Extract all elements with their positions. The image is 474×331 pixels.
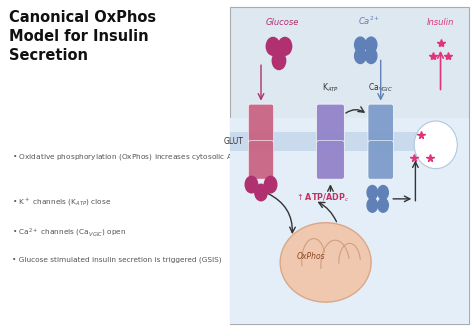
- FancyBboxPatch shape: [368, 104, 393, 143]
- Text: Glucose: Glucose: [266, 18, 299, 27]
- Text: Canonical OxPhos
Model for Insulin
Secretion: Canonical OxPhos Model for Insulin Secre…: [9, 10, 156, 63]
- FancyBboxPatch shape: [368, 141, 393, 179]
- FancyBboxPatch shape: [230, 7, 469, 324]
- Circle shape: [355, 48, 366, 64]
- Circle shape: [245, 176, 258, 193]
- Text: • Glucose stimulated insulin secretion is triggered (GSIS): • Glucose stimulated insulin secretion i…: [12, 257, 221, 263]
- FancyBboxPatch shape: [317, 104, 344, 143]
- Text: $\uparrow$ATP/ADP$_c$: $\uparrow$ATP/ADP$_c$: [295, 191, 349, 204]
- Circle shape: [266, 37, 280, 55]
- Circle shape: [255, 184, 267, 201]
- Ellipse shape: [280, 223, 371, 302]
- Circle shape: [367, 198, 378, 212]
- Text: Ca$_{VGIC}$: Ca$_{VGIC}$: [368, 81, 393, 94]
- Circle shape: [264, 176, 277, 193]
- FancyBboxPatch shape: [317, 141, 344, 179]
- Circle shape: [367, 185, 378, 200]
- Bar: [230, 132, 440, 151]
- Text: Ca$^{2+}$: Ca$^{2+}$: [357, 15, 380, 27]
- Text: • Ca$^{2+}$ channels (Ca$_{VGIC}$) open: • Ca$^{2+}$ channels (Ca$_{VGIC}$) open: [12, 227, 126, 239]
- Text: • Oxidative phosphorylation (OxPhos) increases cytosolic ATP/ADP (ATP/ADP$_c$): • Oxidative phosphorylation (OxPhos) inc…: [12, 152, 302, 162]
- FancyBboxPatch shape: [248, 104, 273, 143]
- Circle shape: [355, 37, 366, 52]
- Circle shape: [365, 37, 377, 52]
- Text: OxPhos: OxPhos: [297, 252, 326, 260]
- Circle shape: [378, 185, 388, 200]
- FancyBboxPatch shape: [248, 141, 273, 179]
- Circle shape: [378, 198, 388, 212]
- Ellipse shape: [414, 121, 457, 169]
- Text: • K$^+$ channels (K$_{ATP}$) close: • K$^+$ channels (K$_{ATP}$) close: [12, 197, 111, 208]
- Bar: [230, 118, 469, 324]
- Text: Insulin: Insulin: [427, 18, 454, 27]
- Text: K$_{ATP}$: K$_{ATP}$: [322, 81, 339, 94]
- Circle shape: [365, 48, 377, 64]
- Circle shape: [272, 52, 286, 70]
- Text: GLUT: GLUT: [223, 137, 243, 146]
- Circle shape: [278, 37, 292, 55]
